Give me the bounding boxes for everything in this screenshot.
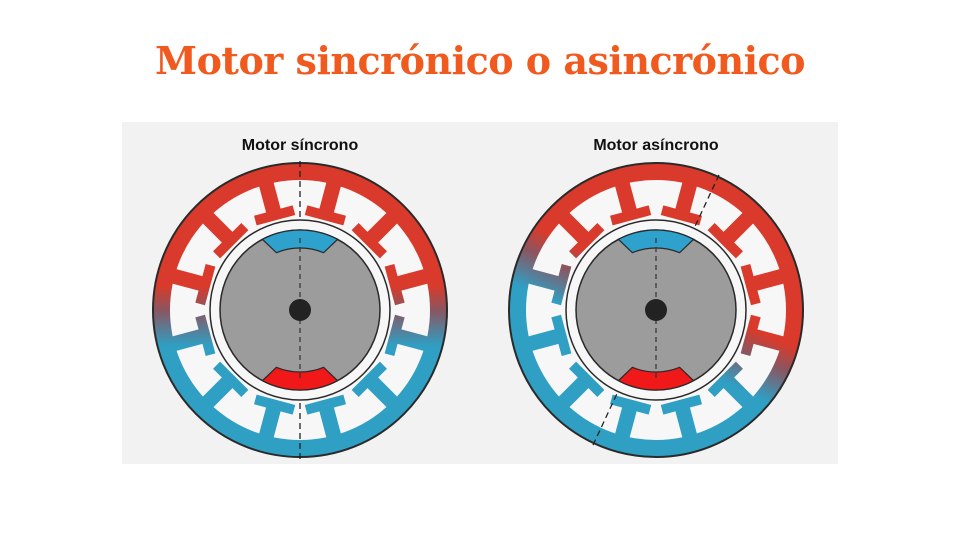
motor-asynchronous: Motor asíncrono — [508, 137, 804, 458]
stator-tooth — [558, 212, 605, 259]
stator-tooth — [171, 264, 216, 306]
stator-tooth — [707, 361, 754, 408]
stator-tooth — [304, 394, 346, 439]
stator-tooth — [740, 314, 785, 356]
stator-tooth — [527, 264, 572, 306]
rotor-poles — [617, 229, 695, 391]
motor-synchronous-label: Motor síncrono — [242, 137, 359, 154]
stator-tooth — [384, 264, 429, 306]
shaft — [289, 299, 311, 321]
stator-outline — [508, 162, 804, 458]
stator-tooth — [610, 394, 652, 439]
stator-tooth — [171, 314, 216, 356]
shaft — [645, 299, 667, 321]
stator-tooth — [254, 181, 296, 226]
stator-tooth — [660, 394, 702, 439]
stator-tooth — [304, 181, 346, 226]
figure-panel: Motor síncrono Motor asíncrono — [122, 122, 838, 464]
stator-tooth — [610, 181, 652, 226]
stator-tooth — [527, 314, 572, 356]
rotor-pole-south — [617, 366, 695, 391]
motor-synchronous: Motor síncrono — [152, 137, 448, 459]
stator-tooth — [660, 181, 702, 226]
stator-tooth — [384, 314, 429, 356]
stator-tooth — [740, 264, 785, 306]
rotor-poles — [261, 229, 339, 391]
rotor-pole-south — [261, 366, 339, 391]
stator-tooth — [202, 212, 249, 259]
stator-tooth — [558, 361, 605, 408]
stator-tooth — [351, 212, 398, 259]
stator-tooth — [351, 361, 398, 408]
motors-diagram: Motor síncrono Motor asíncrono — [152, 137, 804, 459]
page-title: Motor sincrónico o asincrónico — [155, 38, 806, 83]
stator-tooth — [254, 394, 296, 439]
stator-tooth — [707, 212, 754, 259]
motor-asynchronous-label: Motor asíncrono — [593, 137, 719, 154]
stator-tooth — [202, 361, 249, 408]
